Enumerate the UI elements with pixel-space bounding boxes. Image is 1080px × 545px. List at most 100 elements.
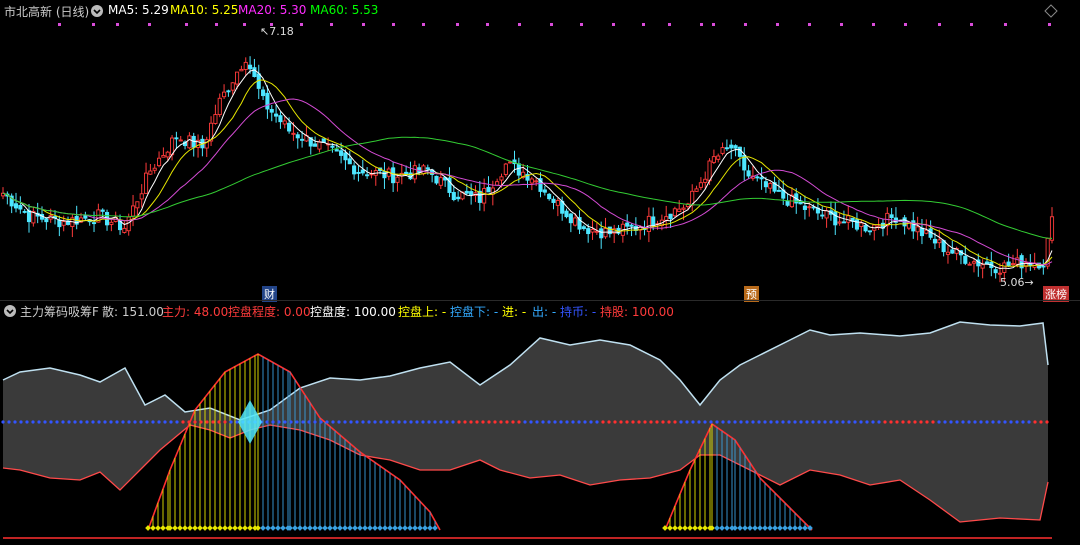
chip-marker <box>724 525 730 531</box>
control-dot <box>157 420 161 424</box>
candle <box>22 209 27 214</box>
candle <box>711 149 716 165</box>
control-dot <box>997 420 1001 424</box>
candle <box>282 115 287 129</box>
candle <box>919 218 925 245</box>
control-dot <box>847 420 851 424</box>
indicator-name: 主力筹码吸筹F <box>20 305 99 319</box>
chip-marker <box>172 525 178 531</box>
candle <box>395 173 400 192</box>
candle <box>690 184 695 212</box>
candle <box>729 139 734 160</box>
candle <box>716 153 721 163</box>
candle <box>568 213 573 233</box>
control-dot <box>751 420 755 424</box>
control-dot <box>163 420 167 424</box>
candle <box>993 266 998 279</box>
control-dot <box>745 420 749 424</box>
candle <box>196 134 201 158</box>
candle <box>360 159 365 176</box>
candle <box>902 214 907 235</box>
chip-marker <box>332 525 338 531</box>
control-dot <box>223 420 227 424</box>
forecast-tag[interactable]: 预 <box>744 286 759 302</box>
chip-marker <box>222 525 228 531</box>
candle <box>503 162 508 177</box>
control-dot <box>931 420 935 424</box>
candle <box>473 185 478 203</box>
chip-marker <box>242 525 248 531</box>
control-dot <box>889 420 893 424</box>
candle <box>950 240 955 254</box>
chip-marker <box>280 525 286 531</box>
candle <box>243 57 248 76</box>
control-dot <box>409 420 413 424</box>
control-dot <box>205 420 209 424</box>
control-dot <box>463 420 467 424</box>
chip-marker <box>192 525 198 531</box>
diamond-icon[interactable] <box>1044 4 1058 18</box>
candle <box>1049 207 1055 244</box>
control-dot <box>949 420 953 424</box>
candle <box>96 203 101 223</box>
candle <box>768 181 773 194</box>
limit-up-tag[interactable]: 涨榜 <box>1043 286 1069 302</box>
candle <box>841 210 846 224</box>
control-dot <box>547 420 551 424</box>
candle <box>0 187 6 200</box>
signal-dot <box>486 23 489 26</box>
candle <box>235 71 240 90</box>
control-dot <box>277 420 281 424</box>
candle <box>35 202 40 224</box>
control-dot <box>433 420 437 424</box>
candle <box>9 193 14 214</box>
control-dot <box>979 420 983 424</box>
candle <box>304 125 309 143</box>
control-dot <box>331 420 335 424</box>
control-dot <box>355 420 359 424</box>
candle <box>746 164 751 179</box>
candle <box>885 207 890 236</box>
signal-dot <box>362 23 365 26</box>
candle <box>373 167 378 186</box>
candle <box>226 89 231 97</box>
control-dot <box>739 420 743 424</box>
low-price-label: 5.06→ <box>1000 276 1034 289</box>
chip-marker <box>302 525 308 531</box>
signal-dot <box>92 23 95 26</box>
candle <box>130 194 136 227</box>
control-dot <box>733 420 737 424</box>
chip-marker <box>292 525 298 531</box>
indicator-settings-icon[interactable] <box>3 304 17 318</box>
candle <box>616 225 621 236</box>
candle <box>391 161 396 192</box>
candle <box>755 174 760 182</box>
control-dot <box>679 420 683 424</box>
chip-marker <box>287 525 293 531</box>
chip-marker <box>145 525 151 531</box>
control-dot <box>823 420 827 424</box>
ma5-line <box>2 69 1053 270</box>
control-dot <box>133 420 137 424</box>
candle <box>633 217 638 236</box>
control-dot <box>715 420 719 424</box>
chip-marker <box>662 525 668 531</box>
candle <box>386 166 391 181</box>
control-dot <box>883 420 887 424</box>
control-dot <box>577 420 581 424</box>
signal-dot <box>270 23 273 26</box>
settings-circle-icon[interactable] <box>90 4 104 18</box>
financial-report-tag[interactable]: 财 <box>262 286 277 302</box>
control-dot <box>121 420 125 424</box>
candle <box>26 203 32 233</box>
control-dot <box>967 420 971 424</box>
control-dot <box>865 420 869 424</box>
control-dot <box>31 420 35 424</box>
control-dot <box>511 420 515 424</box>
candle <box>828 201 833 221</box>
control-dot <box>637 420 641 424</box>
control-dot <box>829 420 833 424</box>
control-dot <box>523 420 527 424</box>
chip-marker <box>757 525 763 531</box>
candle <box>365 167 370 179</box>
